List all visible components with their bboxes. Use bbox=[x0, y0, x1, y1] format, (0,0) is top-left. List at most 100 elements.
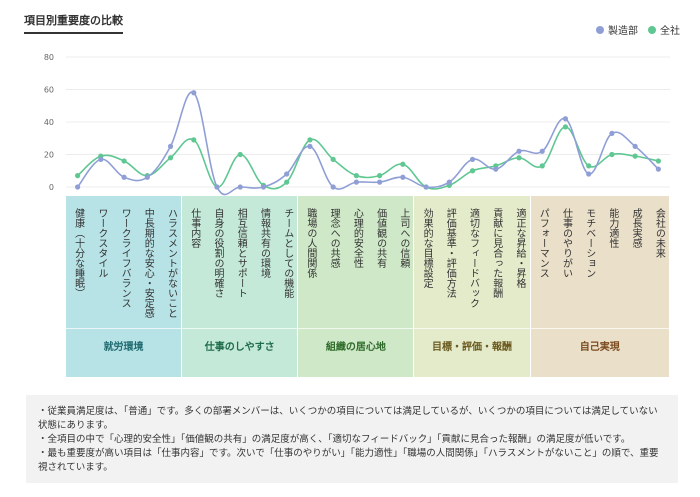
data-point-1-21[interactable] bbox=[562, 124, 569, 130]
x-tick-label-0: 健康（十分な睡眠） bbox=[72, 208, 84, 298]
data-point-0-7[interactable] bbox=[237, 184, 243, 190]
data-point-0-23[interactable] bbox=[609, 130, 615, 136]
data-point-1-0[interactable] bbox=[75, 173, 81, 179]
y-tick-label-0: 0 bbox=[49, 183, 54, 192]
legend: 製造部 全社 bbox=[596, 22, 680, 37]
x-tick-label-16: 評価基準・評価方法 bbox=[444, 208, 456, 298]
data-point-1-22[interactable] bbox=[586, 163, 592, 169]
x-tick-label-11: 理念への共感 bbox=[328, 208, 340, 268]
data-point-0-18[interactable] bbox=[493, 166, 499, 172]
x-tick-label-25: 会社の未来 bbox=[653, 208, 665, 258]
note-2: ・全項目の中で「心理的安全性」「価値観の共有」の満足度が高く、「適切なフィードバ… bbox=[38, 434, 631, 445]
data-point-0-3[interactable] bbox=[144, 174, 150, 180]
data-point-1-11[interactable] bbox=[330, 156, 336, 162]
group-divider-1 bbox=[182, 328, 298, 329]
x-tick-label-12: 心理的安全性 bbox=[351, 208, 363, 268]
group-band-1: 仕事のしやすさ bbox=[182, 196, 298, 377]
group-label-0: 就労環境 bbox=[103, 342, 144, 353]
legend-dot-company bbox=[648, 25, 656, 34]
data-point-0-12[interactable] bbox=[353, 179, 359, 185]
group-divider-2 bbox=[298, 328, 414, 329]
x-tick-label-6: 自身の役割の明確さ bbox=[212, 208, 223, 298]
data-point-0-0[interactable] bbox=[75, 184, 81, 190]
group-label-3: 目標・評価・報酬 bbox=[432, 342, 513, 353]
data-point-0-22[interactable] bbox=[586, 171, 592, 177]
data-point-0-1[interactable] bbox=[98, 156, 104, 162]
x-tick-label-18: 貢献に見合った報酬 bbox=[490, 208, 502, 298]
data-point-0-21[interactable] bbox=[562, 116, 569, 122]
data-point-0-15[interactable] bbox=[423, 184, 429, 190]
x-tick-label-8: 情報共有の環境 bbox=[258, 208, 270, 278]
x-tick-label-20: パフォーマンス bbox=[537, 208, 549, 278]
x-tick-label-19: 適正な昇給・昇格 bbox=[514, 208, 525, 288]
data-point-0-8[interactable] bbox=[260, 184, 267, 190]
x-tick-label-14: 上司への信頼 bbox=[397, 208, 409, 268]
data-point-1-4[interactable] bbox=[167, 155, 174, 161]
x-tick-label-15: 効果的な目標設定 bbox=[421, 208, 433, 288]
y-tick-label-40: 40 bbox=[44, 118, 54, 127]
data-point-1-14[interactable] bbox=[400, 161, 406, 167]
data-point-1-25[interactable] bbox=[655, 158, 661, 164]
note-3: ・最も重要度が高い項目は「仕事内容」です。次いで「仕事のやりがい」「能力適性」「… bbox=[38, 448, 659, 473]
group-band-4: 自己実現 bbox=[530, 196, 669, 377]
data-point-0-17[interactable] bbox=[469, 156, 476, 162]
data-point-1-13[interactable] bbox=[377, 173, 383, 179]
x-tick-label-5: 仕事内容 bbox=[188, 208, 200, 248]
data-point-0-13[interactable] bbox=[377, 179, 383, 185]
data-point-0-20[interactable] bbox=[539, 148, 545, 154]
data-point-0-19[interactable] bbox=[516, 148, 522, 154]
data-point-0-2[interactable] bbox=[121, 174, 127, 180]
group-label-4: 自己実現 bbox=[579, 342, 620, 353]
series-line-0 bbox=[76, 91, 659, 196]
group-label-1: 仕事のしやすさ bbox=[204, 342, 275, 353]
data-point-1-7[interactable] bbox=[237, 151, 243, 158]
data-point-1-10[interactable] bbox=[307, 137, 313, 143]
group-divider-4 bbox=[530, 328, 669, 329]
data-point-1-23[interactable] bbox=[609, 151, 615, 158]
group-band-0: 就労環境 bbox=[66, 196, 182, 377]
x-tick-label-22: モチベーション bbox=[583, 208, 595, 278]
x-tick-label-7: 相互信頼とサポート bbox=[235, 208, 247, 298]
data-point-1-24[interactable] bbox=[632, 153, 638, 159]
x-tick-label-24: 成長実感 bbox=[630, 208, 642, 248]
data-point-0-25[interactable] bbox=[655, 166, 661, 172]
data-point-0-5[interactable] bbox=[191, 90, 197, 96]
line-chart: 0 20 40 60 80 bbox=[44, 53, 670, 196]
data-point-0-9[interactable] bbox=[284, 171, 290, 177]
data-point-1-9[interactable] bbox=[284, 179, 290, 185]
group-divider-0 bbox=[66, 328, 182, 329]
x-tick-label-21: 仕事のやりがい bbox=[560, 208, 572, 278]
group-divider-3 bbox=[414, 328, 530, 329]
x-tick-label-3: 中長期的な安心・安定感 bbox=[142, 208, 154, 318]
data-point-1-20[interactable] bbox=[539, 163, 545, 169]
data-point-0-10[interactable] bbox=[307, 143, 313, 149]
data-point-1-17[interactable] bbox=[469, 168, 476, 174]
data-point-0-4[interactable] bbox=[167, 143, 174, 149]
legend-label-company: 全社 bbox=[660, 26, 680, 37]
legend-item-manufacturing[interactable]: 製造部 bbox=[596, 22, 638, 37]
data-point-1-5[interactable] bbox=[191, 137, 197, 143]
note-1: ・従業員満足度は、「普通」です。多くの部署メンバーは、いくつかの項目については満… bbox=[38, 406, 658, 431]
legend-dot-manufacturing bbox=[596, 25, 604, 34]
data-point-1-12[interactable] bbox=[353, 173, 359, 179]
legend-item-company[interactable]: 全社 bbox=[648, 22, 680, 37]
group-band-2: 組織の居心地 bbox=[298, 196, 414, 377]
group-label-2: 組織の居心地 bbox=[325, 342, 386, 353]
data-point-1-19[interactable] bbox=[516, 155, 522, 161]
data-point-0-24[interactable] bbox=[632, 143, 638, 149]
data-point-0-6[interactable] bbox=[214, 184, 220, 190]
x-tick-label-1: ワークスタイル bbox=[95, 208, 107, 278]
x-tick-label-17: 適切なフィードバック bbox=[467, 208, 479, 308]
data-point-0-14[interactable] bbox=[400, 174, 406, 180]
x-tick-label-23: 能力適性 bbox=[606, 208, 618, 248]
data-point-0-11[interactable] bbox=[330, 184, 336, 190]
x-tick-label-4: ハラスメントがないこと bbox=[165, 208, 177, 318]
series-line-1 bbox=[77, 126, 659, 190]
y-tick-label-80: 80 bbox=[44, 53, 54, 62]
data-point-1-2[interactable] bbox=[121, 158, 127, 164]
y-tick-label-60: 60 bbox=[44, 86, 54, 95]
legend-label-manufacturing: 製造部 bbox=[608, 26, 638, 37]
group-band-3: 目標・評価・報酬 bbox=[414, 196, 530, 377]
data-point-0-16[interactable] bbox=[446, 179, 452, 185]
x-tick-label-13: 価値観の共有 bbox=[374, 208, 386, 268]
